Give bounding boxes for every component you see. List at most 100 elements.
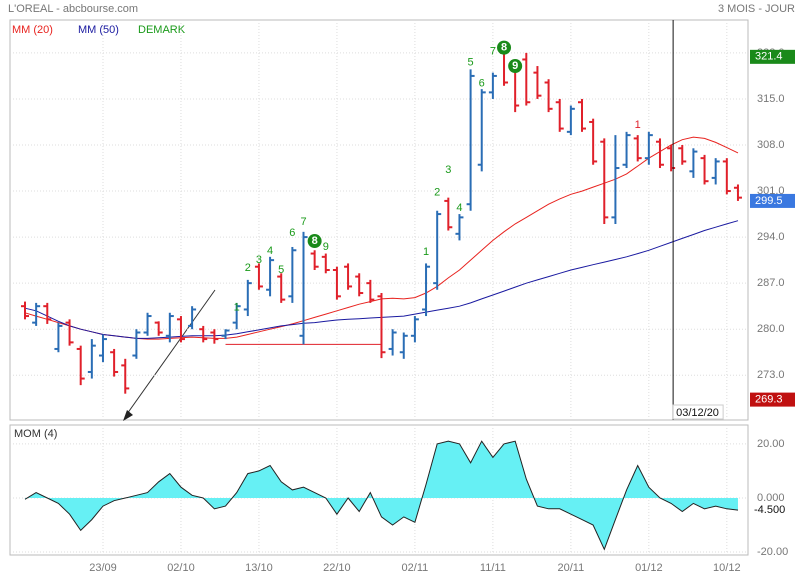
ohlc-bar — [277, 273, 286, 303]
y-tick-label: 287.0 — [757, 277, 785, 289]
demark-label: 4 — [267, 245, 273, 257]
crosshair-box — [672, 404, 724, 420]
ohlc-bar — [622, 131, 631, 169]
price-tag-label: 321.4 — [755, 51, 783, 63]
ohlc-bar — [544, 79, 553, 113]
ohlc-bar — [310, 250, 319, 270]
demark-circle — [508, 59, 523, 74]
price-tag — [750, 392, 795, 407]
panel-title: MOM (4) — [14, 428, 57, 440]
ohlc-bar — [143, 312, 152, 336]
price-tag-label: 269.3 — [755, 394, 783, 406]
demark-label: 1 — [234, 301, 240, 313]
ohlc-bar — [422, 263, 431, 317]
x-tick-label: 22/10 — [323, 562, 351, 574]
ohlc-bar — [87, 339, 96, 379]
y-tick-label: 294.0 — [757, 231, 785, 243]
x-tick-label: 02/11 — [402, 562, 429, 574]
momentum-line — [24, 440, 739, 551]
demark-label: 6 — [289, 227, 295, 239]
ohlc-bar — [633, 135, 642, 162]
ohlc-bar — [321, 253, 330, 274]
demark-label: 8 — [312, 235, 318, 247]
demark-label: 2 — [434, 186, 440, 198]
price-tag — [750, 49, 795, 64]
y-tick-label: 273.0 — [757, 369, 785, 381]
y-tick-label: 280.0 — [757, 323, 785, 335]
x-tick-label: 11/11 — [480, 562, 506, 574]
ohlc-bar — [21, 301, 29, 320]
ohlc-bar — [444, 197, 453, 231]
y-tick-label: 0.000 — [757, 492, 785, 504]
demark-label: 9 — [512, 60, 518, 72]
demark-label: 5 — [468, 57, 474, 69]
ohlc-bar — [98, 334, 107, 363]
ohlc-bar — [344, 263, 353, 290]
y-tick-label: 315.0 — [757, 93, 785, 105]
ohlc-bar — [32, 302, 41, 326]
ohlc-bar — [132, 329, 141, 359]
ohlc-bar — [611, 135, 620, 224]
crosshair-label: 03/12/20 — [676, 407, 719, 419]
ohlc-bar — [477, 89, 486, 172]
demark-label: 3 — [256, 254, 262, 266]
ohlc-bar — [522, 52, 531, 106]
ohlc-bar — [399, 332, 408, 359]
demark-label: 7 — [490, 45, 496, 57]
ohlc-bar — [455, 214, 464, 241]
ohlc-bar — [589, 118, 598, 165]
ohlc-bar — [188, 306, 197, 330]
ohlc-bar — [221, 329, 230, 340]
legend-label: DEMARK — [138, 24, 186, 36]
ohlc-bar — [254, 263, 263, 290]
ohlc-bar — [410, 316, 419, 343]
y-tick-label: -20.00 — [757, 546, 788, 558]
ohlc-bar — [176, 316, 185, 343]
chart-title: L'OREAL - abcbourse.com — [8, 3, 138, 15]
ohlc-bar — [600, 138, 609, 224]
ohlc-bar — [722, 158, 731, 195]
ohlc-bar — [366, 279, 375, 303]
ohlc-bar — [433, 210, 442, 290]
demark-label: 8 — [501, 42, 507, 54]
y-tick-label: 20.00 — [757, 438, 785, 450]
ohlc-bar — [678, 145, 687, 165]
price-tag-label: 299.5 — [755, 195, 783, 207]
ohlc-bar — [199, 325, 208, 343]
ohlc-bar — [266, 256, 275, 297]
momentum-area — [25, 441, 738, 550]
arrow-head — [123, 410, 133, 421]
ohlc-bar — [65, 319, 74, 346]
main-frame — [9, 19, 749, 421]
ohlc-bar — [355, 273, 364, 297]
ohlc-bar — [332, 266, 341, 300]
ohlc-bar — [388, 329, 397, 356]
ohlc-bar — [121, 358, 130, 394]
trend-arrow — [126, 289, 216, 415]
ohlc-bar — [711, 158, 720, 185]
demark-label: 9 — [323, 241, 329, 253]
ohlc-bar — [377, 293, 386, 359]
demark-circle — [307, 234, 322, 249]
x-tick-label: 20/11 — [558, 562, 585, 574]
demark-label: 5 — [278, 264, 284, 276]
ohlc-bar — [76, 345, 85, 386]
demark-label: 2 — [245, 262, 251, 274]
ohlc-bar — [533, 66, 542, 99]
value-tag — [750, 503, 795, 518]
ohlc-bar — [488, 72, 497, 99]
ohlc-bar — [232, 302, 241, 330]
price-tag — [750, 193, 795, 208]
ohlc-bar — [110, 348, 119, 377]
demark-label: 7 — [300, 216, 306, 228]
ohlc-bar — [288, 246, 297, 303]
x-tick-label: 10/12 — [713, 562, 741, 574]
ohlc-bar — [54, 322, 63, 353]
value-tag-label: -4.500 — [754, 504, 785, 516]
x-tick-label: 01/12 — [635, 562, 663, 574]
ohlc-bar — [578, 98, 586, 132]
ohlc-bar — [566, 105, 575, 136]
x-tick-label: 13/10 — [245, 562, 273, 574]
ohlc-bar — [733, 184, 742, 201]
